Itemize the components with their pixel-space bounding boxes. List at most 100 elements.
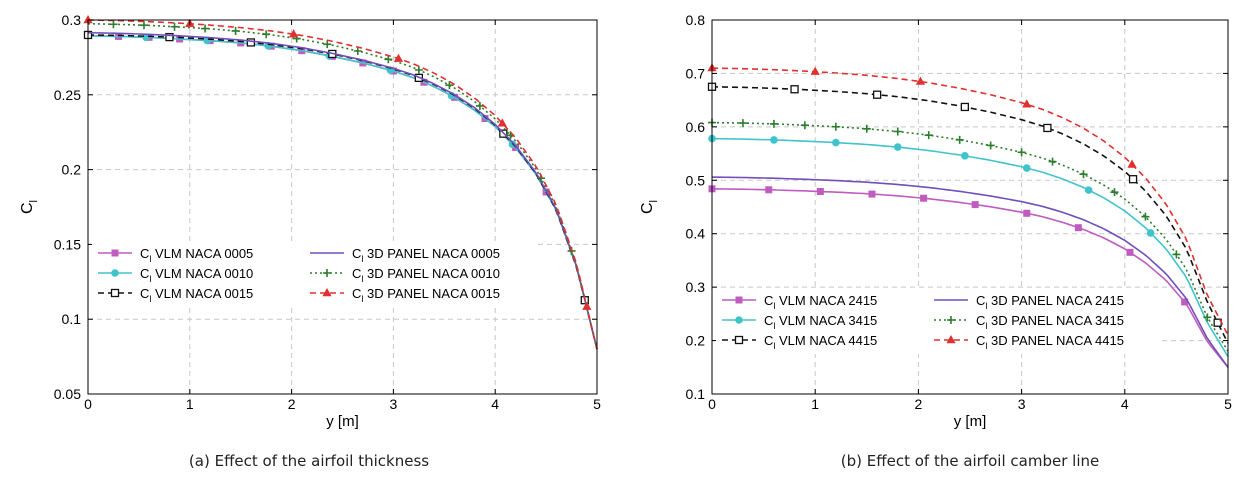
data-point bbox=[231, 26, 240, 35]
series-1 bbox=[708, 134, 1229, 358]
x-tick-label: 5 bbox=[1224, 396, 1232, 412]
caption-camber: (b) Effect of the airfoil camber line bbox=[840, 452, 1100, 470]
series-5 bbox=[707, 63, 1229, 336]
data-point bbox=[832, 138, 840, 147]
legend-background bbox=[716, 288, 1160, 354]
data-point bbox=[165, 32, 174, 42]
legend-marker bbox=[111, 269, 119, 277]
x-tick-label: 3 bbox=[1018, 396, 1026, 412]
x-tick-label: 1 bbox=[186, 396, 194, 412]
legend-entry: Cl 3D PANEL NACA 3415 bbox=[934, 313, 1124, 331]
data-point bbox=[323, 40, 332, 49]
data-point bbox=[1043, 123, 1052, 133]
series-4 bbox=[87, 20, 598, 350]
series-line bbox=[87, 22, 598, 350]
data-point bbox=[893, 143, 902, 151]
y-axis-title: Cl bbox=[19, 200, 40, 214]
data-point bbox=[201, 24, 210, 33]
caption-thickness: (a) Effect of the airfoil thickness bbox=[188, 452, 430, 470]
y-tick-label: 0.25 bbox=[54, 87, 81, 103]
data-point bbox=[1203, 313, 1212, 322]
chart-thickness: 0 1 2 3 4 5 0.05 0.1 0.15 0.2 0.25 0.3 y [m] Cl Cl VLM… bbox=[19, 12, 601, 430]
data-point bbox=[1074, 224, 1082, 232]
data-point bbox=[765, 186, 773, 194]
legend-marker bbox=[110, 288, 120, 298]
x-axis-title: y [m] bbox=[326, 413, 359, 430]
series-line bbox=[711, 188, 1229, 368]
legend-label: Cl 3D PANEL NACA 0005 bbox=[352, 246, 500, 264]
data-point bbox=[1048, 157, 1057, 166]
legend-entry: Cl 3D PANEL NACA 0005 bbox=[310, 246, 500, 264]
x-tick-label: 2 bbox=[915, 396, 923, 412]
legend-marker bbox=[323, 269, 331, 277]
data-point bbox=[142, 33, 150, 42]
data-point bbox=[1128, 175, 1138, 184]
y-axis-title: Cl bbox=[639, 200, 660, 214]
data-point bbox=[868, 190, 876, 198]
data-point bbox=[971, 201, 979, 209]
series-3 bbox=[87, 31, 598, 350]
legend-marker bbox=[735, 316, 743, 324]
legend-entry: Cl VLM NACA 0015 bbox=[98, 286, 253, 304]
data-point bbox=[872, 90, 882, 99]
legend-label: Cl 3D PANEL NACA 0010 bbox=[352, 266, 500, 284]
data-point bbox=[384, 55, 393, 64]
legend-label: Cl VLM NACA 3415 bbox=[764, 313, 877, 331]
legend-entry: Cl 3D PANEL NACA 0015 bbox=[310, 286, 500, 304]
data-point bbox=[139, 21, 148, 30]
y-axis-title-text: Cl bbox=[639, 200, 660, 214]
series-line bbox=[711, 85, 1229, 344]
x-axis-title: y [m] bbox=[954, 413, 987, 430]
data-point bbox=[1146, 229, 1155, 237]
legend-label: Cl VLM NACA 2415 bbox=[764, 293, 877, 311]
data-point bbox=[920, 194, 928, 202]
legend-marker bbox=[947, 316, 955, 324]
plot-frame bbox=[711, 19, 1229, 395]
x-tick-label: 2 bbox=[288, 396, 296, 412]
data-point bbox=[1126, 248, 1134, 256]
y-tick-label: 0.4 bbox=[686, 226, 706, 242]
legend-label: Cl VLM NACA 0005 bbox=[140, 246, 253, 264]
legend-entry: Cl VLM NACA 2415 bbox=[722, 293, 877, 311]
legend-label: Cl 3D PANEL NACA 4415 bbox=[976, 333, 1124, 351]
data-point bbox=[1022, 164, 1031, 172]
series-line bbox=[711, 137, 1229, 358]
data-point bbox=[475, 101, 484, 110]
legend-entry: Cl VLM NACA 3415 bbox=[722, 313, 877, 331]
x-tick-label: 0 bbox=[708, 396, 716, 412]
data-point bbox=[445, 81, 454, 90]
legend-marker bbox=[111, 249, 119, 257]
legend-label: Cl VLM NACA 0010 bbox=[140, 266, 253, 284]
data-point bbox=[393, 53, 404, 62]
data-point bbox=[1181, 298, 1189, 306]
y-tick-label: 0.15 bbox=[54, 236, 81, 252]
legend-entry: Cl 3D PANEL NACA 2415 bbox=[934, 293, 1124, 311]
series-line bbox=[711, 67, 1229, 336]
data-point bbox=[1023, 209, 1031, 217]
data-point bbox=[109, 20, 118, 29]
data-point bbox=[915, 76, 926, 85]
data-point bbox=[289, 29, 299, 38]
x-tick-label: 5 bbox=[593, 396, 601, 412]
series-line bbox=[87, 19, 598, 350]
data-point bbox=[83, 15, 93, 24]
legend-marker bbox=[946, 335, 956, 344]
legend-entry: Cl 3D PANEL NACA 4415 bbox=[934, 333, 1124, 351]
data-point bbox=[769, 119, 778, 128]
legend-entry: Cl VLM NACA 0005 bbox=[98, 246, 253, 264]
legend-marker bbox=[734, 335, 744, 345]
data-point bbox=[770, 136, 778, 144]
series-line bbox=[711, 176, 1229, 368]
data-point bbox=[816, 188, 824, 196]
y-tick-label: 0.6 bbox=[686, 119, 706, 135]
legend-entry: Cl 3D PANEL NACA 0010 bbox=[310, 266, 500, 284]
legend-background bbox=[92, 241, 536, 307]
y-tick-label: 0.3 bbox=[62, 12, 82, 28]
data-point bbox=[955, 135, 964, 144]
data-point bbox=[961, 152, 969, 160]
data-point bbox=[1110, 188, 1119, 197]
y-tick-label: 0.7 bbox=[686, 65, 706, 81]
data-point bbox=[497, 118, 507, 127]
y-tick-label: 0.1 bbox=[686, 386, 706, 402]
